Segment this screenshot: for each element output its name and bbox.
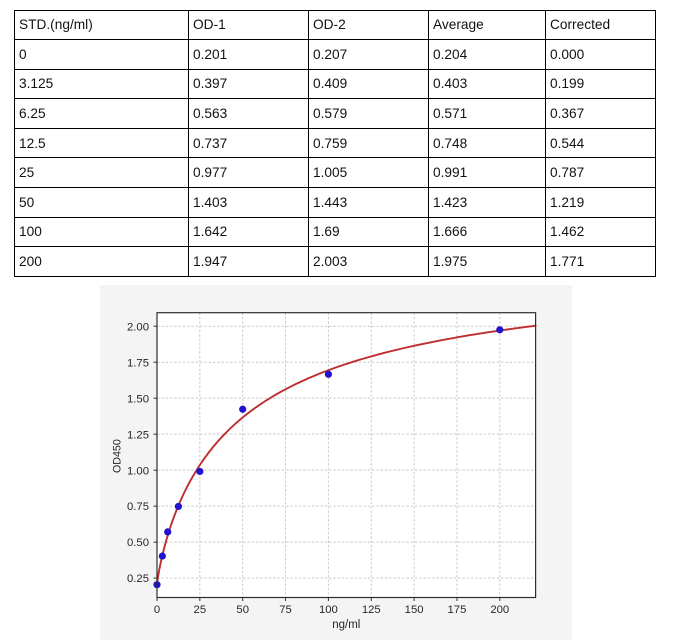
svg-text:0: 0 [154,603,160,615]
svg-text:ng/ml: ng/ml [332,619,360,631]
svg-text:0.75: 0.75 [127,501,149,513]
svg-text:25: 25 [194,603,207,615]
svg-text:0.50: 0.50 [127,537,149,549]
svg-text:2.00: 2.00 [127,321,149,333]
svg-text:1.25: 1.25 [127,429,149,441]
svg-text:50: 50 [236,603,249,615]
svg-text:75: 75 [279,603,292,615]
svg-text:200: 200 [490,603,509,615]
svg-text:1.00: 1.00 [127,465,149,477]
svg-text:1.75: 1.75 [127,357,149,369]
svg-text:175: 175 [448,603,467,615]
svg-text:0.25: 0.25 [127,573,149,585]
svg-text:100: 100 [319,603,338,615]
svg-text:1.50: 1.50 [127,393,149,405]
svg-text:OD450: OD450 [111,439,123,473]
svg-text:150: 150 [405,603,424,615]
svg-text:125: 125 [362,603,381,615]
